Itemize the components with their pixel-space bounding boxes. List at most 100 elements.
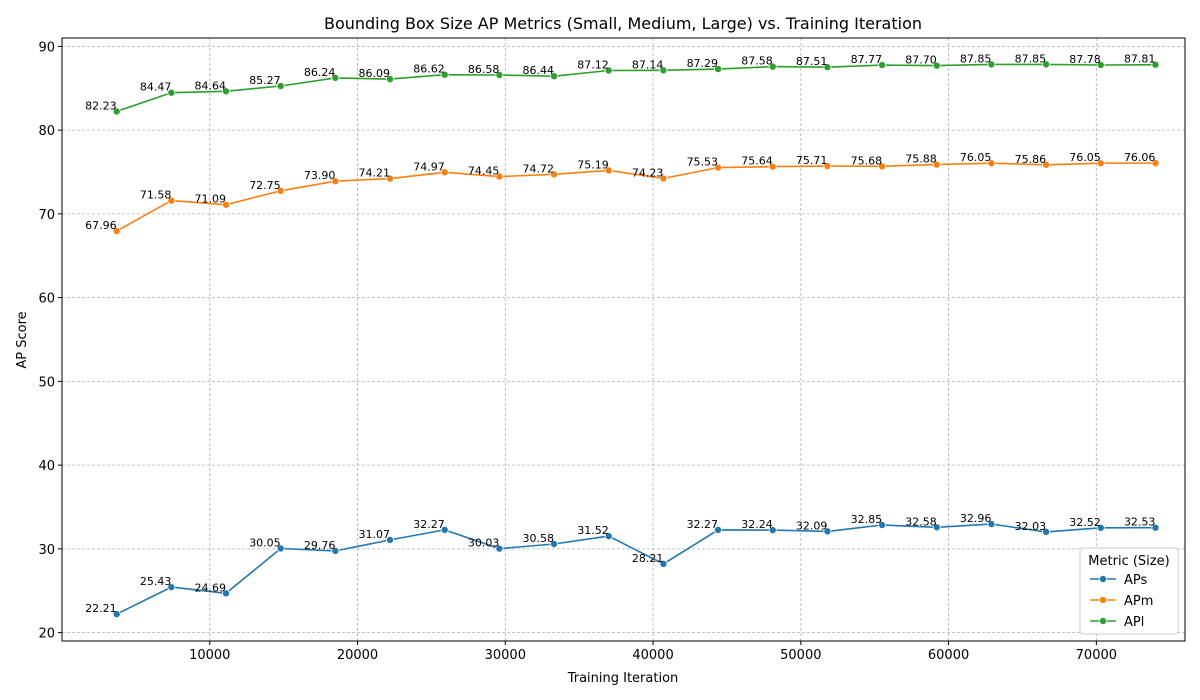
data-label-apm: 74.21 <box>359 167 391 180</box>
data-point-aps <box>222 589 231 598</box>
x-tick-label: 70000 <box>1076 648 1117 663</box>
data-point-aps <box>167 583 176 592</box>
legend-marker-apm <box>1099 596 1108 605</box>
data-label-apl: 86.58 <box>468 63 500 76</box>
data-point-apl <box>987 60 996 69</box>
data-point-apl <box>659 66 668 75</box>
data-label-apm: 76.05 <box>960 151 992 164</box>
data-label-aps: 30.58 <box>523 532 555 545</box>
data-label-apl: 86.44 <box>523 64 555 77</box>
data-point-apm <box>331 177 340 186</box>
data-point-apm <box>659 174 668 183</box>
data-point-apm <box>823 162 832 171</box>
data-point-apm <box>1042 160 1051 169</box>
data-point-apm <box>495 172 504 181</box>
data-label-aps: 29.76 <box>304 539 336 552</box>
data-label-aps: 31.52 <box>577 524 609 537</box>
data-label-aps: 32.27 <box>687 518 719 531</box>
data-label-aps: 24.69 <box>195 581 227 594</box>
series-line-aps <box>116 523 1156 615</box>
data-point-aps <box>659 559 668 568</box>
data-label-apl: 87.12 <box>577 58 609 71</box>
data-label-apm: 75.71 <box>796 154 828 167</box>
data-point-apm <box>878 162 887 171</box>
data-label-apm: 75.64 <box>741 155 773 168</box>
series-line-apm <box>116 162 1156 232</box>
data-point-aps <box>714 525 723 534</box>
data-point-aps <box>932 523 941 532</box>
data-label-aps: 30.03 <box>468 537 500 550</box>
data-label-aps: 31.07 <box>359 528 391 541</box>
data-point-apl <box>823 63 832 72</box>
data-label-aps: 32.53 <box>1124 516 1156 529</box>
data-label-apl: 87.78 <box>1069 53 1101 66</box>
data-point-apm <box>714 163 723 172</box>
y-tick-label: 20 <box>38 627 55 642</box>
data-point-apm <box>112 226 121 235</box>
data-point-apm <box>440 168 449 177</box>
data-label-apm: 75.88 <box>905 153 937 166</box>
data-point-apl <box>932 61 941 70</box>
data-point-apl <box>276 81 285 90</box>
series-line-apl <box>116 63 1156 113</box>
data-point-apl <box>714 65 723 74</box>
series-layer <box>112 60 1160 619</box>
data-point-apl <box>112 107 121 116</box>
data-point-apl <box>495 71 504 80</box>
data-label-aps: 32.27 <box>413 518 445 531</box>
data-label-aps: 22.21 <box>85 602 117 615</box>
data-point-aps <box>987 520 996 529</box>
chart-title: Bounding Box Size AP Metrics (Small, Med… <box>324 14 922 33</box>
x-axis-title: Training Iteration <box>567 671 679 686</box>
legend-title: Metric (Size) <box>1088 554 1169 569</box>
data-point-apl <box>440 70 449 79</box>
data-label-apm: 74.23 <box>632 166 664 179</box>
data-point-aps <box>386 535 395 544</box>
data-point-apl <box>1151 60 1160 69</box>
data-point-apm <box>550 170 559 179</box>
data-label-apl: 87.58 <box>741 55 773 68</box>
data-point-apl <box>222 87 231 96</box>
data-label-apm: 71.58 <box>140 189 172 202</box>
data-point-aps <box>331 546 340 555</box>
data-point-apl <box>331 73 340 82</box>
data-labels: 22.21 25.43 24.69 30.05 29.76 31.07 32.27 30.03… <box>85 52 1155 615</box>
x-tick-label: 30000 <box>485 648 526 663</box>
data-point-aps <box>768 526 777 535</box>
data-label-apm: 75.68 <box>851 154 883 167</box>
data-label-aps: 32.24 <box>741 518 773 531</box>
data-point-apl <box>878 61 887 70</box>
data-label-apl: 86.24 <box>304 66 336 79</box>
data-label-apm: 71.09 <box>195 193 227 206</box>
data-point-apl <box>604 66 613 75</box>
data-label-apl: 87.51 <box>796 55 828 68</box>
data-label-aps: 32.85 <box>851 513 883 526</box>
grid <box>62 38 1185 641</box>
data-label-apl: 87.14 <box>632 58 664 71</box>
data-label-aps: 32.03 <box>1015 520 1047 533</box>
y-tick-label: 80 <box>38 124 55 139</box>
data-point-aps <box>1042 527 1051 536</box>
data-label-apl: 84.64 <box>195 79 227 92</box>
data-label-apl: 87.85 <box>1015 52 1047 65</box>
data-point-apl <box>386 75 395 84</box>
data-label-aps: 28.21 <box>632 552 664 565</box>
data-point-aps <box>1096 523 1105 532</box>
data-label-apm: 75.53 <box>687 156 719 169</box>
x-tick-label: 60000 <box>928 648 969 663</box>
data-label-aps: 25.43 <box>140 575 172 588</box>
data-point-apm <box>386 174 395 183</box>
data-point-apm <box>1151 159 1160 168</box>
x-tick-label: 10000 <box>189 648 230 663</box>
legend-label-aps: APs <box>1124 573 1148 588</box>
data-label-apm: 76.06 <box>1124 151 1156 164</box>
data-label-apm: 74.45 <box>468 165 500 178</box>
data-label-apl: 86.62 <box>413 63 445 76</box>
plot-frame <box>61 37 1186 642</box>
data-label-apl: 84.47 <box>140 81 172 94</box>
data-label-apm: 67.96 <box>85 219 117 232</box>
axis-ticks: 10000 20000 30000 40000 50000 60000 70000 20 30 4… <box>38 40 1117 663</box>
legend-box <box>1079 547 1179 635</box>
data-point-aps <box>112 610 121 619</box>
data-label-apm: 75.86 <box>1015 153 1047 166</box>
